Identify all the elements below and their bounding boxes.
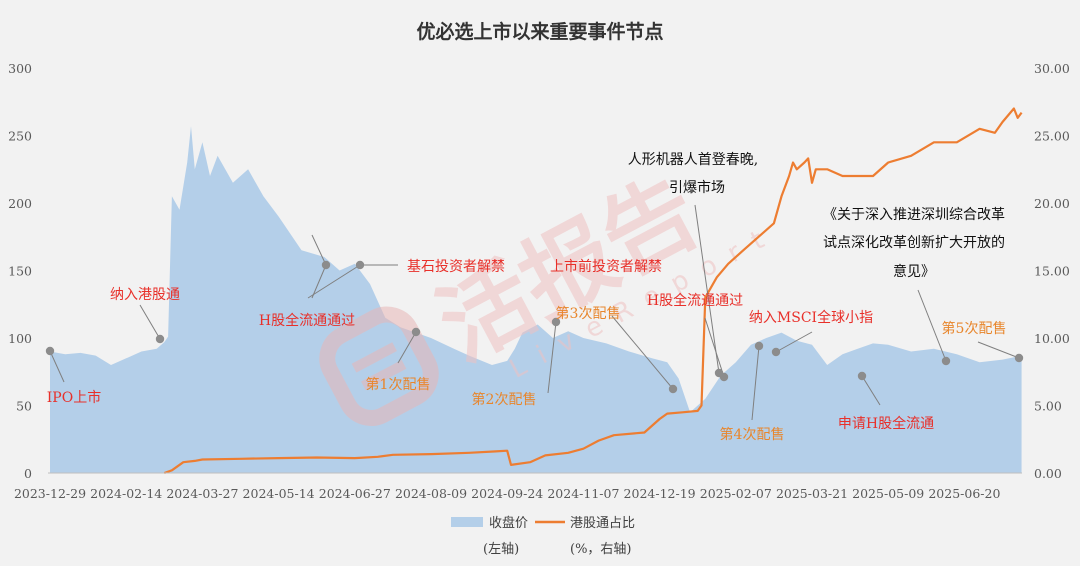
- x-tick-label: 2024-09-24: [471, 486, 543, 501]
- price-area-series: [50, 126, 1022, 473]
- event-annotation-label: 意见》: [893, 263, 935, 280]
- x-axis-ticks: 2023-12-29 2024-02-14 2024-03-27 2024-05-14…: [14, 486, 1001, 501]
- event-annotation-label: 第1次配售: [366, 376, 431, 393]
- event-annotation-label: 第3次配售: [556, 305, 621, 322]
- right-y-tick-label: 5.00: [1034, 399, 1062, 414]
- right-y-tick-label: 10.00: [1034, 331, 1070, 346]
- annotation-leader-line: [547, 321, 557, 394]
- annotation-leader-line: [751, 345, 760, 421]
- event-annotation-label: 第2次配售: [472, 391, 537, 408]
- event-annotation-label: 申请H股全流通: [838, 415, 934, 432]
- event-annotation-label: 纳入MSCI全球小指: [749, 309, 873, 326]
- annotation-leader-line: [311, 234, 327, 266]
- left-y-tick-label: 100: [8, 331, 32, 346]
- annotation-leader-line: [307, 264, 361, 299]
- left-y-tick-label: 200: [8, 196, 32, 211]
- annotation-leader-line: [861, 375, 881, 406]
- x-tick-label: 2025-03-21: [776, 486, 848, 501]
- x-tick-label: 2024-06-27: [319, 486, 391, 501]
- event-marker: [155, 334, 165, 344]
- right-y-tick-label: 20.00: [1034, 196, 1070, 211]
- left-y-tick-label: 0: [24, 466, 32, 481]
- x-tick-label: 2023-12-29: [14, 486, 86, 501]
- x-tick-label: 2025-06-20: [928, 486, 1000, 501]
- legend-label-price: 收盘价: [489, 515, 528, 531]
- chart-title: 优必选上市以来重要事件节点: [416, 20, 663, 43]
- event-marker: [411, 327, 421, 337]
- event-annotation-label: 上市前投资者解禁: [550, 258, 662, 275]
- right-y-tick-label: 15.00: [1034, 264, 1070, 279]
- event-marker: [551, 317, 561, 327]
- legend-swatch-price: [451, 517, 483, 527]
- left-y-tick-label: 50: [16, 399, 32, 414]
- left-y-tick-label: 250: [8, 129, 32, 144]
- legend: 收盘价 (左轴) 港股通占比 (%，右轴): [451, 515, 635, 557]
- event-annotation-label: 基石投资者解禁: [407, 258, 505, 275]
- x-tick-label: 2024-08-09: [395, 486, 467, 501]
- event-marker: [355, 260, 365, 270]
- annotation-leader-line: [49, 350, 65, 383]
- annotation-leader-line: [704, 317, 725, 378]
- left-axis-ticks: 0 50 100 150 200 250 300: [8, 61, 32, 481]
- event-annotation-label: IPO上市: [47, 389, 101, 406]
- annotation-leader-line: [977, 341, 1020, 359]
- ratio-line: [163, 107, 1023, 475]
- event-marker: [771, 347, 781, 357]
- annotation-leader-line: [694, 204, 720, 374]
- price-area: [50, 126, 1022, 473]
- holding-ratio-line-series: [163, 107, 1023, 475]
- annotation-leader-line: [611, 315, 674, 390]
- event-annotation-label: 《关于深入推进深圳综合改革: [823, 207, 1005, 223]
- right-y-tick-label: 0.00: [1034, 466, 1062, 481]
- event-annotation-label: 纳入港股通: [110, 287, 180, 303]
- event-marker: [668, 384, 678, 394]
- watermark-icon: [319, 306, 439, 426]
- annotation-leader-line: [775, 331, 813, 353]
- event-annotation-label: H股全流通通过: [259, 312, 355, 329]
- legend-note-ratio: (%，右轴): [570, 542, 632, 557]
- right-y-tick-label: 25.00: [1034, 129, 1070, 144]
- x-tick-label: 2024-12-19: [624, 486, 696, 501]
- event-marker: [754, 341, 764, 351]
- legend-label-ratio: 港股通占比: [570, 516, 635, 531]
- event-marker: [719, 372, 729, 382]
- right-axis-ticks: 0.00 5.00 10.00 15.00 20.00 25.00 30.00: [1034, 61, 1070, 481]
- legend-note-price: (左轴): [483, 542, 519, 557]
- annotation-leader-line: [917, 289, 947, 362]
- right-y-tick-label: 30.00: [1034, 61, 1070, 76]
- event-annotation-label: H股全流通通过: [647, 292, 743, 309]
- x-tick-label: 2024-03-27: [166, 486, 238, 501]
- event-annotation-label: 试点深化改革创新扩大开放的: [823, 235, 1005, 251]
- event-annotation-label: 人形机器人首登春晚,: [628, 152, 758, 168]
- event-marker: [45, 346, 55, 356]
- event-marker: [1014, 353, 1024, 363]
- annotation-leader-line: [311, 264, 327, 299]
- left-y-tick-label: 150: [8, 264, 32, 279]
- x-tick-label: 2024-11-07: [547, 486, 619, 501]
- event-marker: [321, 260, 331, 270]
- x-tick-label: 2025-02-07: [700, 486, 772, 501]
- event-annotation-label: 第5次配售: [942, 320, 1007, 337]
- event-marker: [941, 356, 951, 366]
- event-annotation-label: 引爆市场: [669, 179, 725, 196]
- event-marker: [857, 371, 867, 381]
- event-annotation-label: 第4次配售: [720, 426, 785, 443]
- annotation-leader-line: [139, 304, 161, 340]
- x-tick-label: 2024-05-14: [243, 486, 315, 501]
- annotation-leader-line: [397, 331, 417, 364]
- left-y-tick-label: 300: [8, 61, 32, 76]
- x-tick-label: 2025-05-09: [852, 486, 924, 501]
- x-tick-label: 2024-02-14: [90, 486, 162, 501]
